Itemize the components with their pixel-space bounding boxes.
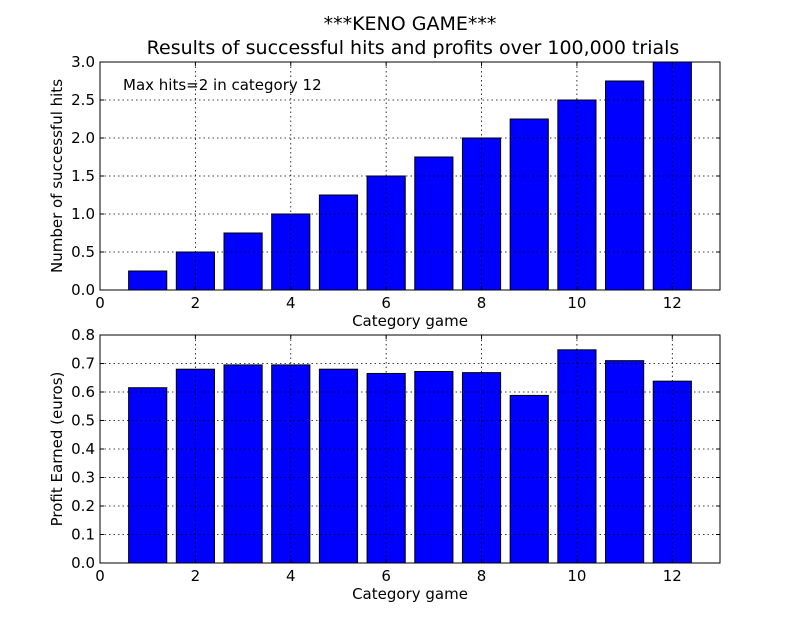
profit-bar-9 — [509, 394, 549, 564]
hits-ytick-label: 2.5 — [71, 91, 95, 109]
profit-ytick-label: 0.0 — [71, 554, 95, 572]
hits-xtick-label: 2 — [191, 294, 201, 312]
figure-title-line2: Results of successful hits and profits o… — [147, 37, 680, 59]
profit-ytick-label: 0.7 — [71, 355, 95, 373]
profit-ytick-label: 0.6 — [71, 383, 95, 401]
profit-ytick-label: 0.8 — [71, 326, 95, 344]
profit-ytick-label: 0.4 — [71, 440, 95, 458]
profit-xtick-label: 4 — [286, 567, 296, 585]
profit-bar-8 — [461, 372, 502, 564]
hits-bar-7 — [414, 156, 454, 291]
profit-xtick-label: 8 — [477, 567, 487, 585]
hits-ytick-label: 3.0 — [71, 53, 95, 71]
hits-annotation: Max hits=2 in category 12 — [123, 76, 322, 94]
hits-x-axis-label: Category game — [352, 312, 468, 330]
profit-xtick-label: 2 — [191, 567, 201, 585]
hits-bar-9 — [509, 118, 549, 291]
hits-xtick-label: 0 — [95, 294, 105, 312]
profit-ytick-label: 0.5 — [71, 412, 95, 430]
profit-bar-11 — [605, 360, 645, 564]
hits-ytick-label: 2.0 — [71, 129, 95, 147]
profit-xtick-label: 6 — [381, 567, 391, 585]
profit-bar-12 — [652, 380, 692, 564]
hits-ytick-label: 1.0 — [71, 205, 95, 223]
hits-bar-5 — [318, 194, 359, 291]
profit-bar-7 — [414, 370, 454, 564]
profit-y-axis-label: Profit Earned (euros) — [48, 372, 66, 527]
hits-xtick-label: 4 — [286, 294, 296, 312]
profit-ytick-label: 0.3 — [71, 469, 95, 487]
hits-y-axis-label: Number of successful hits — [48, 79, 66, 273]
figure-title-line1: ***KENO GAME*** — [324, 13, 497, 35]
profit-ytick-label: 0.2 — [71, 497, 95, 515]
hits-bar-3 — [223, 232, 263, 291]
profit-bar-1 — [128, 387, 168, 564]
hits-bar-1 — [128, 270, 168, 291]
hits-xtick-label: 6 — [381, 294, 391, 312]
profit-x-axis-label: Category game — [352, 585, 468, 603]
profit-bar-10 — [557, 349, 597, 564]
profit-bar-5 — [318, 368, 359, 564]
hits-chart: 0 2 4 6 8 10 12 0.0 0.5 1.0 1.5 2.0 2.5 3.0 Category g… — [48, 53, 721, 330]
profit-ytick-label: 0.1 — [71, 526, 95, 544]
profit-bar-3 — [223, 364, 263, 564]
hits-ytick-label: 0.0 — [71, 281, 95, 299]
hits-bar-11 — [605, 80, 645, 291]
hits-bar-2 — [175, 251, 215, 291]
profit-chart: 0 2 4 6 8 10 12 0.0 0.1 0.2 0.3 0.4 0.5 0.6 0.7 0.8 Cate… — [48, 326, 721, 603]
hits-ytick-label: 0.5 — [71, 243, 95, 261]
hits-bar-8 — [461, 137, 502, 291]
profit-bar-6 — [366, 372, 406, 564]
hits-ytick-label: 1.5 — [71, 167, 95, 185]
profit-xtick-label: 12 — [663, 567, 682, 585]
hits-xtick-label: 8 — [477, 294, 487, 312]
hits-xtick-label: 12 — [663, 294, 682, 312]
profit-xtick-label: 10 — [567, 567, 586, 585]
profit-xtick-label: 0 — [95, 567, 105, 585]
hits-xtick-label: 10 — [567, 294, 586, 312]
